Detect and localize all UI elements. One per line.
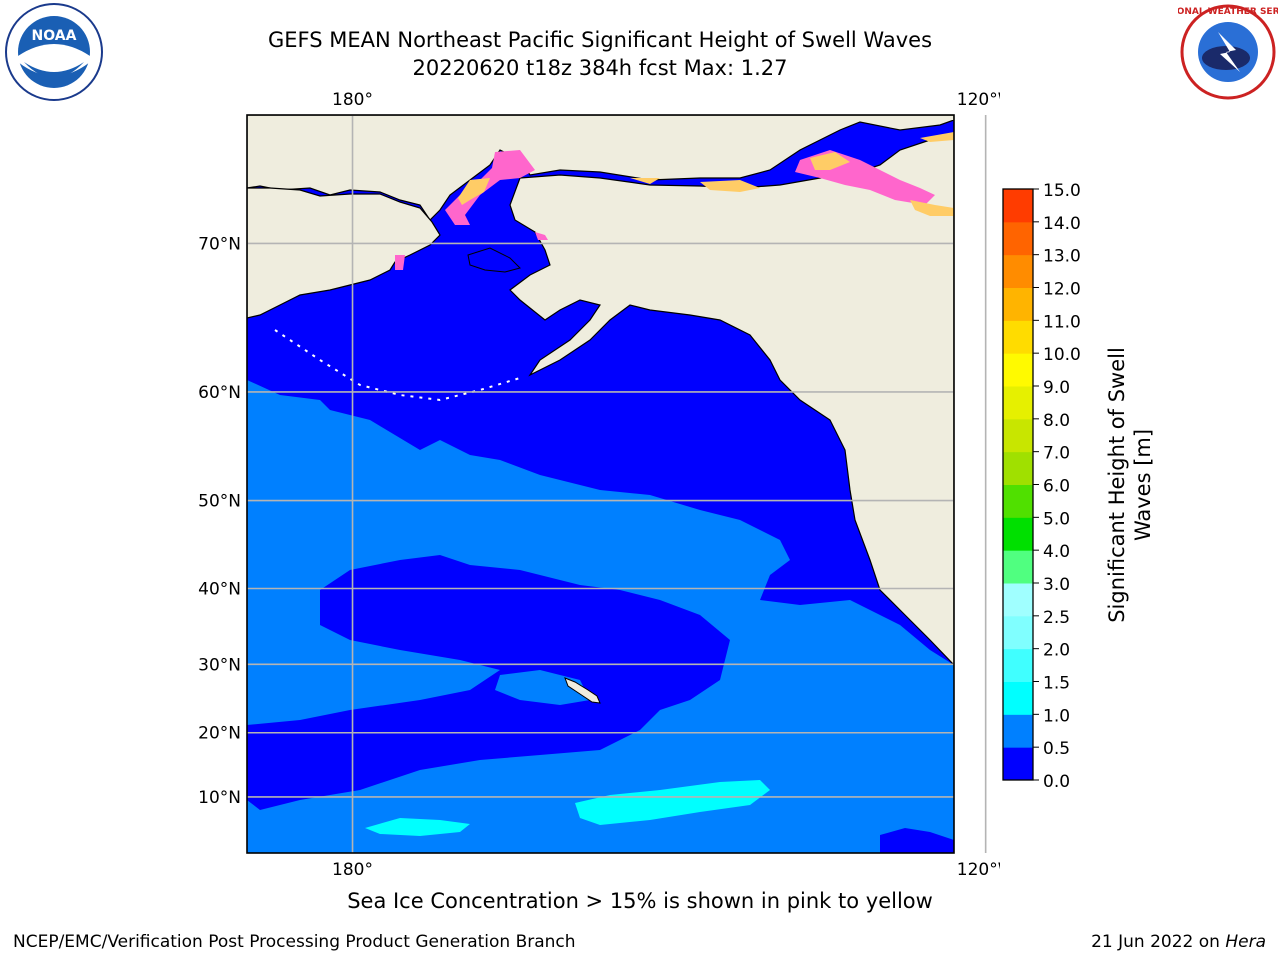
- colorbar-segment: [1003, 517, 1033, 551]
- swell-band-10-15-west: [365, 818, 470, 836]
- colorbar-segment: [1003, 221, 1033, 256]
- colorbar-segment: [1003, 484, 1033, 518]
- colorbar-label-line1: Significant Height of Swell: [1105, 347, 1129, 623]
- colorbar-tick-label: 0.5: [1043, 739, 1070, 759]
- nws-logo-icon: NATIONAL WEATHER SERVICE: [1178, 4, 1278, 100]
- colorbar-label-line2: Waves [m]: [1131, 429, 1155, 541]
- swell-band-0-05-central: [247, 555, 730, 810]
- colorbar-tick-label: 13.0: [1043, 247, 1081, 267]
- noaa-logo-text: NOAA: [32, 28, 77, 44]
- colorbar-tick-label: 7.0: [1043, 444, 1070, 464]
- colorbar-tick-label: 6.0: [1043, 477, 1070, 497]
- land-aleutians: [274, 329, 521, 402]
- map-panel: 70°N 60°N 50°N 40°N 30°N 20°N 10°N 180° 180° 120°…: [198, 90, 1000, 880]
- colorbar-segment: [1003, 451, 1033, 485]
- colorbar-segment: [1003, 254, 1033, 288]
- colorbar-segment: [1003, 287, 1033, 321]
- lon-tick-label-top: 180°: [332, 90, 373, 110]
- map-frame: [246, 114, 955, 854]
- colorbar-tick-label: 2.5: [1043, 608, 1070, 628]
- colorbar-segment: [1003, 714, 1033, 748]
- colorbar-tick-label: 10.0: [1043, 345, 1081, 365]
- swell-band-10-15-east: [575, 780, 770, 825]
- colorbar-segment: [1003, 386, 1033, 420]
- sea-ice-caption: Sea Ice Concentration > 15% is shown in …: [347, 889, 933, 913]
- land-seward-detail: [467, 247, 521, 273]
- host-name: Hera: [1225, 932, 1266, 952]
- colorbar-tick-label: 1.5: [1043, 674, 1070, 694]
- noaa-logo-icon: NOAA: [5, 3, 103, 101]
- colorbar-segment: [1003, 583, 1033, 617]
- land-chukotka: [247, 187, 441, 319]
- colorbar-tick-label: 9.0: [1043, 378, 1070, 398]
- date-text: 21 Jun 2022 on: [1091, 932, 1226, 952]
- producer-credit: NCEP/EMC/Verification Post Processing Pr…: [13, 932, 576, 952]
- colorbar-tick-label: 2.0: [1043, 641, 1070, 661]
- colorbar-tick-label: 1.0: [1043, 706, 1070, 726]
- sea-ice-chukchi: [445, 150, 535, 225]
- sea-ice-beaufort-edge: [630, 152, 850, 192]
- colorbar-tick-label: 5.0: [1043, 509, 1070, 529]
- colorbar-tick-label: 11.0: [1043, 312, 1081, 332]
- colorbar-tick-label: 12.0: [1043, 280, 1081, 300]
- colorbar-tick-label: 4.0: [1043, 542, 1070, 562]
- sea-ice-arctic-islands: [910, 132, 954, 216]
- land-hawaii: [564, 677, 601, 704]
- lon-tick-label-bottom: 120°W: [957, 860, 1000, 880]
- sea-ice-chukchi-edge: [458, 178, 490, 205]
- colorbar-segment: [1003, 615, 1033, 650]
- colorbar-segment: [1003, 353, 1033, 387]
- graticule: [247, 115, 987, 853]
- colorbar-segment: [1003, 189, 1033, 223]
- colorbar-tick-label: 3.0: [1043, 575, 1070, 595]
- colorbar-tick-label: 15.0: [1043, 181, 1081, 201]
- colorbar-segment: [1003, 418, 1033, 453]
- colorbar: 0.0 0.5 1.0 1.5 2.0 2.5 3.0 4.0 5.0 6.0 7.0 8.0 9.0 1…: [1002, 181, 1155, 792]
- lat-tick-label: 70°N: [198, 234, 241, 254]
- swell-band-0-05-south: [880, 828, 954, 853]
- colorbar-tick-label: 0.0: [1043, 772, 1070, 792]
- colorbar-tick-label: 14.0: [1043, 214, 1081, 234]
- lat-tick-label: 50°N: [198, 492, 241, 512]
- lat-tick-label: 30°N: [198, 655, 241, 675]
- generation-date: 21 Jun 2022 on Hera: [1091, 932, 1266, 952]
- colorbar-segment: [1003, 550, 1033, 584]
- map-title: GEFS MEAN Northeast Pacific Significant …: [267, 28, 933, 52]
- colorbar-segment: [1003, 648, 1033, 682]
- lon-tick-label-bottom: 180°: [332, 860, 373, 880]
- lat-tick-label: 60°N: [198, 383, 241, 403]
- lat-tick-label: 10°N: [198, 788, 241, 808]
- colorbar-segment: [1003, 681, 1033, 715]
- nws-logo-text: NATIONAL WEATHER SERVICE: [1178, 7, 1278, 17]
- lat-tick-label: 20°N: [198, 724, 241, 744]
- lon-tick-label-top: 120°W: [957, 90, 1000, 110]
- lat-tick-label: 40°N: [198, 579, 241, 599]
- colorbar-segment: [1003, 747, 1033, 781]
- map-subtitle: 20220620 t18z 384h fcst Max: 1.27: [412, 56, 788, 80]
- colorbar-segment: [1003, 320, 1033, 354]
- colorbar-tick-label: 8.0: [1043, 411, 1070, 431]
